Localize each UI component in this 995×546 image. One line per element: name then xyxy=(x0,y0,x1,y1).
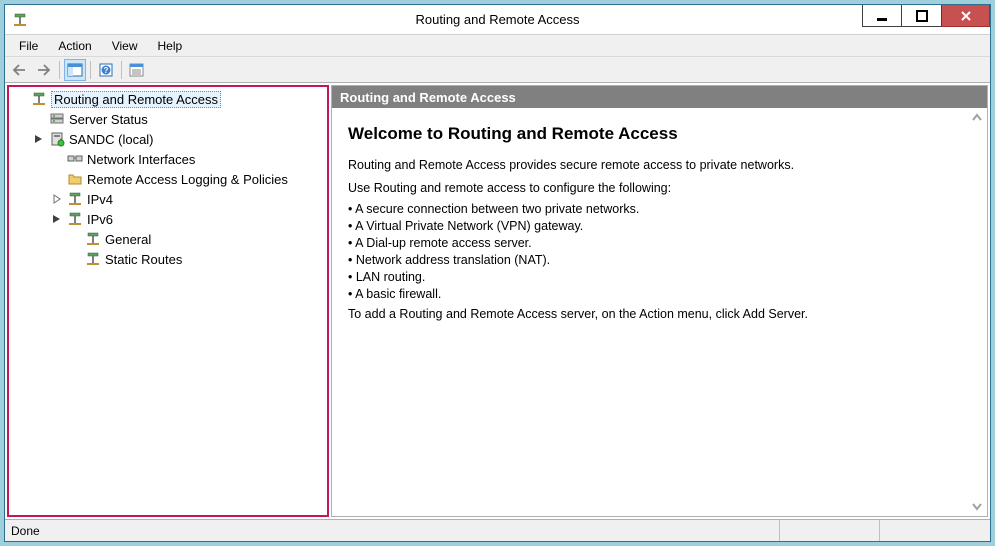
content-bullets: • A secure connection between two privat… xyxy=(348,202,971,301)
menu-file[interactable]: File xyxy=(11,37,46,55)
tree-label: Static Routes xyxy=(105,252,182,267)
tree-item-ipv4[interactable]: IPv4 xyxy=(49,189,325,209)
expander-expand-icon[interactable] xyxy=(51,193,63,205)
properties-button[interactable] xyxy=(126,59,148,81)
menu-help[interactable]: Help xyxy=(150,37,191,55)
status-cell-2 xyxy=(780,520,880,541)
bullet-item: • A secure connection between two privat… xyxy=(348,202,971,216)
node-icon xyxy=(67,211,83,227)
content-body: Welcome to Routing and Remote Access Rou… xyxy=(332,108,987,516)
bullet-text: A secure connection between two private … xyxy=(355,202,639,216)
status-text: Done xyxy=(5,520,780,541)
tree-label: Network Interfaces xyxy=(87,152,195,167)
expander-collapse-icon[interactable] xyxy=(33,133,45,145)
content-intro-2: Use Routing and remote access to configu… xyxy=(348,179,971,198)
node-icon xyxy=(85,231,101,247)
tree-item-server-status[interactable]: Server Status xyxy=(31,109,325,129)
tree-item-network-interfaces[interactable]: Network Interfaces xyxy=(49,149,325,169)
tree-label: Remote Access Logging & Policies xyxy=(87,172,288,187)
content-panel: Routing and Remote Access Welcome to Rou… xyxy=(331,85,988,517)
content-footer: To add a Routing and Remote Access serve… xyxy=(348,305,971,324)
back-button[interactable] xyxy=(9,59,31,81)
status-cell-3 xyxy=(880,520,990,541)
bullet-text: A basic firewall. xyxy=(355,287,441,301)
tree: Routing and Remote Access Server Status xyxy=(11,89,325,269)
tree-label: Routing and Remote Access xyxy=(51,91,221,108)
help-button[interactable]: ? xyxy=(95,59,117,81)
tree-label: SANDC (local) xyxy=(69,132,154,147)
bullet-item: • Network address translation (NAT). xyxy=(348,253,971,267)
menu-view[interactable]: View xyxy=(104,37,146,55)
tree-label: Server Status xyxy=(69,112,148,127)
close-button[interactable] xyxy=(942,5,990,27)
tree-item-server[interactable]: SANDC (local) xyxy=(31,129,325,149)
rras-icon xyxy=(31,91,47,107)
window-title: Routing and Remote Access xyxy=(5,12,990,27)
minimize-button[interactable] xyxy=(862,5,902,27)
toolbar-separator xyxy=(90,61,91,79)
window-controls xyxy=(862,5,990,27)
scroll-down-icon[interactable] xyxy=(969,498,985,514)
expander-collapse-icon[interactable] xyxy=(51,213,63,225)
main-window: Routing and Remote Access File Action Vi… xyxy=(4,4,991,542)
maximize-button[interactable] xyxy=(902,5,942,27)
bullet-text: A Dial-up remote access server. xyxy=(355,236,531,250)
tree-item-static-routes[interactable]: Static Routes xyxy=(67,249,325,269)
interfaces-icon xyxy=(67,151,83,167)
tree-item-logging[interactable]: Remote Access Logging & Policies xyxy=(49,169,325,189)
bullet-item: • LAN routing. xyxy=(348,270,971,284)
toolbar-separator xyxy=(121,61,122,79)
show-hide-tree-button[interactable] xyxy=(64,59,86,81)
server-icon xyxy=(49,131,65,147)
body: Routing and Remote Access Server Status xyxy=(5,83,990,519)
bullet-text: Network address translation (NAT). xyxy=(356,253,550,267)
tree-item-ipv6[interactable]: IPv6 xyxy=(49,209,325,229)
tree-label: IPv4 xyxy=(87,192,113,207)
statusbar: Done xyxy=(5,519,990,541)
toolbar: ? xyxy=(5,57,990,83)
tree-root[interactable]: Routing and Remote Access xyxy=(13,89,325,109)
folder-icon xyxy=(67,171,83,187)
bullet-text: LAN routing. xyxy=(356,270,425,284)
tree-item-general[interactable]: General xyxy=(67,229,325,249)
bullet-text: A Virtual Private Network (VPN) gateway. xyxy=(355,219,583,233)
scroll-up-icon[interactable] xyxy=(969,110,985,126)
bullet-item: • A Virtual Private Network (VPN) gatewa… xyxy=(348,219,971,233)
node-icon xyxy=(67,191,83,207)
bullet-item: • A Dial-up remote access server. xyxy=(348,236,971,250)
node-icon xyxy=(85,251,101,267)
tree-label: General xyxy=(105,232,151,247)
forward-button[interactable] xyxy=(33,59,55,81)
content-header: Routing and Remote Access xyxy=(332,86,987,108)
content-intro-1: Routing and Remote Access provides secur… xyxy=(348,156,971,175)
app-icon xyxy=(5,12,35,28)
tree-label: IPv6 xyxy=(87,212,113,227)
bullet-item: • A basic firewall. xyxy=(348,287,971,301)
tree-panel: Routing and Remote Access Server Status xyxy=(7,85,329,517)
menubar: File Action View Help xyxy=(5,35,990,57)
svg-text:?: ? xyxy=(104,66,109,75)
content-heading: Welcome to Routing and Remote Access xyxy=(348,124,971,144)
titlebar: Routing and Remote Access xyxy=(5,5,990,35)
toolbar-separator xyxy=(59,61,60,79)
server-status-icon xyxy=(49,111,65,127)
menu-action[interactable]: Action xyxy=(50,37,99,55)
